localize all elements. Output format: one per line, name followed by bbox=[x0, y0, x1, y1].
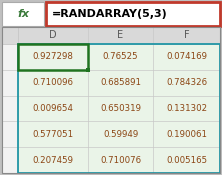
Text: D: D bbox=[49, 30, 57, 40]
Text: 0.76525: 0.76525 bbox=[103, 52, 138, 61]
Bar bbox=[2, 27, 220, 173]
Text: 0.710076: 0.710076 bbox=[100, 156, 141, 165]
Bar bbox=[2, 2, 44, 26]
Text: 0.005165: 0.005165 bbox=[166, 156, 207, 165]
Text: 0.190061: 0.190061 bbox=[166, 130, 207, 139]
Bar bbox=[18, 44, 220, 173]
Bar bbox=[18, 44, 88, 70]
Text: 0.074169: 0.074169 bbox=[166, 52, 207, 61]
Bar bbox=[2, 27, 18, 173]
Text: 0.650319: 0.650319 bbox=[100, 104, 141, 113]
Text: 0.009654: 0.009654 bbox=[32, 104, 73, 113]
Text: 0.207459: 0.207459 bbox=[32, 156, 73, 165]
Bar bbox=[0, 0, 222, 28]
Text: fx: fx bbox=[17, 9, 29, 19]
Bar bbox=[2, 27, 220, 44]
Text: F: F bbox=[184, 30, 189, 40]
Text: 0.710096: 0.710096 bbox=[32, 78, 73, 87]
Bar bbox=[86, 68, 90, 72]
Text: 0.927298: 0.927298 bbox=[33, 52, 73, 61]
Bar bbox=[46, 2, 220, 26]
Text: 0.59949: 0.59949 bbox=[103, 130, 138, 139]
Text: 0.577051: 0.577051 bbox=[32, 130, 73, 139]
Bar bbox=[18, 44, 220, 173]
Text: 0.784326: 0.784326 bbox=[166, 78, 207, 87]
Text: =RANDARRAY(5,3): =RANDARRAY(5,3) bbox=[52, 9, 168, 19]
Bar bbox=[2, 27, 220, 173]
Text: 0.131302: 0.131302 bbox=[166, 104, 207, 113]
Text: 0.685891: 0.685891 bbox=[100, 78, 141, 87]
Text: E: E bbox=[117, 30, 124, 40]
